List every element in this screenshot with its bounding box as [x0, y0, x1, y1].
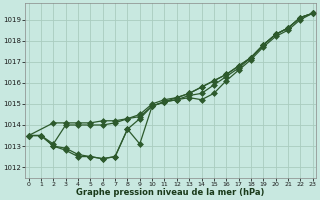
X-axis label: Graphe pression niveau de la mer (hPa): Graphe pression niveau de la mer (hPa) [76, 188, 265, 197]
